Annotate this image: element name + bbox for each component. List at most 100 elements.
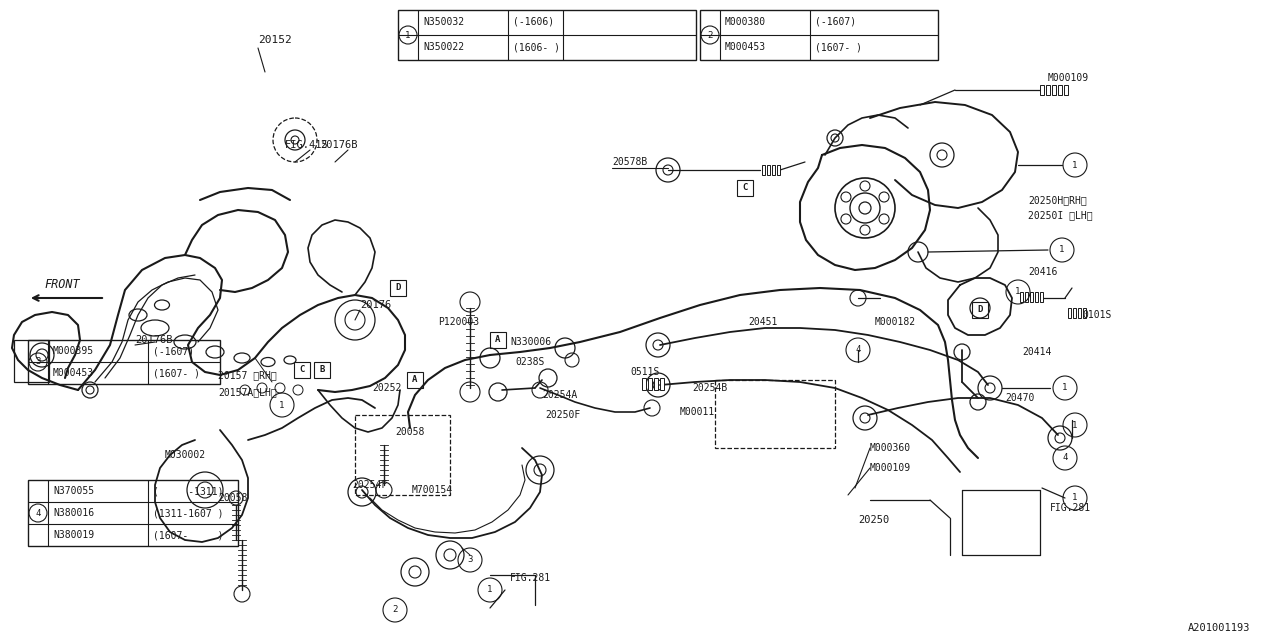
Text: FIG.281: FIG.281 [509,573,552,583]
Text: 20578B: 20578B [612,157,648,167]
Bar [407,372,422,388]
Bar [643,378,646,390]
Text: M00011: M00011 [680,407,716,417]
Bar [777,165,780,175]
Text: 20416: 20416 [1028,267,1057,277]
Text: 4: 4 [1062,454,1068,463]
Bar [1030,292,1033,302]
Text: 20252: 20252 [372,383,402,393]
Bar [398,10,696,60]
Bar [648,378,652,390]
Text: 1: 1 [1060,246,1065,255]
Text: N350022: N350022 [422,42,465,52]
Text: 1: 1 [1073,493,1078,502]
Text: 20058: 20058 [218,493,247,503]
Bar [700,10,938,60]
Text: 0101S: 0101S [1082,310,1111,320]
Text: FRONT: FRONT [45,278,79,291]
Text: 20250F: 20250F [545,410,580,420]
Text: 20176B: 20176B [134,335,173,345]
Text: B: B [319,365,325,374]
Text: 20254F: 20254F [352,480,388,490]
Text: 1: 1 [1073,161,1078,170]
Text: 3: 3 [467,556,472,564]
Text: 20157A〈LH〉: 20157A〈LH〉 [218,387,276,397]
Text: 20414: 20414 [1021,347,1051,357]
Text: 20254A: 20254A [541,390,577,400]
Bar [14,340,49,382]
Text: M000109: M000109 [870,463,911,473]
Text: 20058: 20058 [396,427,425,437]
Text: (1607-     ): (1607- ) [154,530,224,540]
Text: M000395: M000395 [52,346,95,356]
Bar [1025,292,1028,302]
Text: A: A [495,335,500,344]
Bar [28,480,238,546]
Bar [972,302,988,318]
Text: (-1607): (-1607) [815,17,856,27]
Bar [737,180,753,196]
Bar [1078,308,1082,318]
Text: N370055: N370055 [52,486,95,496]
Bar [1046,85,1050,95]
Bar [1059,85,1062,95]
Bar [314,362,330,378]
Text: 20250I 〈LH〉: 20250I 〈LH〉 [1028,210,1093,220]
Text: 1: 1 [1062,383,1068,392]
Bar [767,165,771,175]
Bar [390,280,406,296]
Bar [294,362,310,378]
Text: 1: 1 [406,31,411,40]
Bar [716,380,835,448]
Text: M000360: M000360 [870,443,911,453]
Text: A201001193: A201001193 [1188,623,1251,633]
Bar [28,340,220,384]
Bar [772,165,774,175]
Text: (-1606): (-1606) [513,17,554,27]
Text: M000453: M000453 [724,42,767,52]
Text: 20451: 20451 [748,317,777,327]
Text: M030002: M030002 [165,450,206,460]
Text: N330006: N330006 [509,337,552,347]
Text: C: C [742,184,748,193]
Bar [490,332,506,348]
Text: A: A [412,376,417,385]
Bar [1039,292,1043,302]
Text: (1607- ): (1607- ) [815,42,861,52]
Bar [1073,308,1076,318]
Bar [1052,85,1056,95]
Text: 1: 1 [1073,420,1078,429]
Text: (     -1311): ( -1311) [154,486,224,496]
Text: 4: 4 [855,346,860,355]
Text: (1606- ): (1606- ) [513,42,561,52]
Text: 1: 1 [488,586,493,595]
Text: 20470: 20470 [1005,393,1034,403]
Bar [1068,308,1071,318]
Text: 0238S: 0238S [515,357,544,367]
Bar [660,378,664,390]
Text: N350032: N350032 [422,17,465,27]
Bar [654,378,658,390]
Text: M000380: M000380 [724,17,767,27]
Text: (1311-1607 ): (1311-1607 ) [154,508,224,518]
Text: 20176B: 20176B [320,140,357,150]
Text: D: D [396,284,401,292]
Text: 2: 2 [392,605,398,614]
Text: 1: 1 [279,401,284,410]
Text: N380016: N380016 [52,508,95,518]
Text: 20176: 20176 [360,300,392,310]
Text: 4: 4 [36,509,41,518]
Bar [1064,85,1068,95]
Text: N380019: N380019 [52,530,95,540]
Text: 20250: 20250 [858,515,890,525]
Bar [1020,292,1023,302]
Text: 2: 2 [708,31,713,40]
Text: 0511S: 0511S [630,367,659,377]
Text: (-1607): (-1607) [154,346,195,356]
Bar [1083,308,1085,318]
Text: M000109: M000109 [1048,73,1089,83]
Text: 20250H〈RH〉: 20250H〈RH〉 [1028,195,1087,205]
Text: D: D [978,305,983,314]
Text: P120003: P120003 [438,317,479,327]
Text: M000182: M000182 [876,317,916,327]
